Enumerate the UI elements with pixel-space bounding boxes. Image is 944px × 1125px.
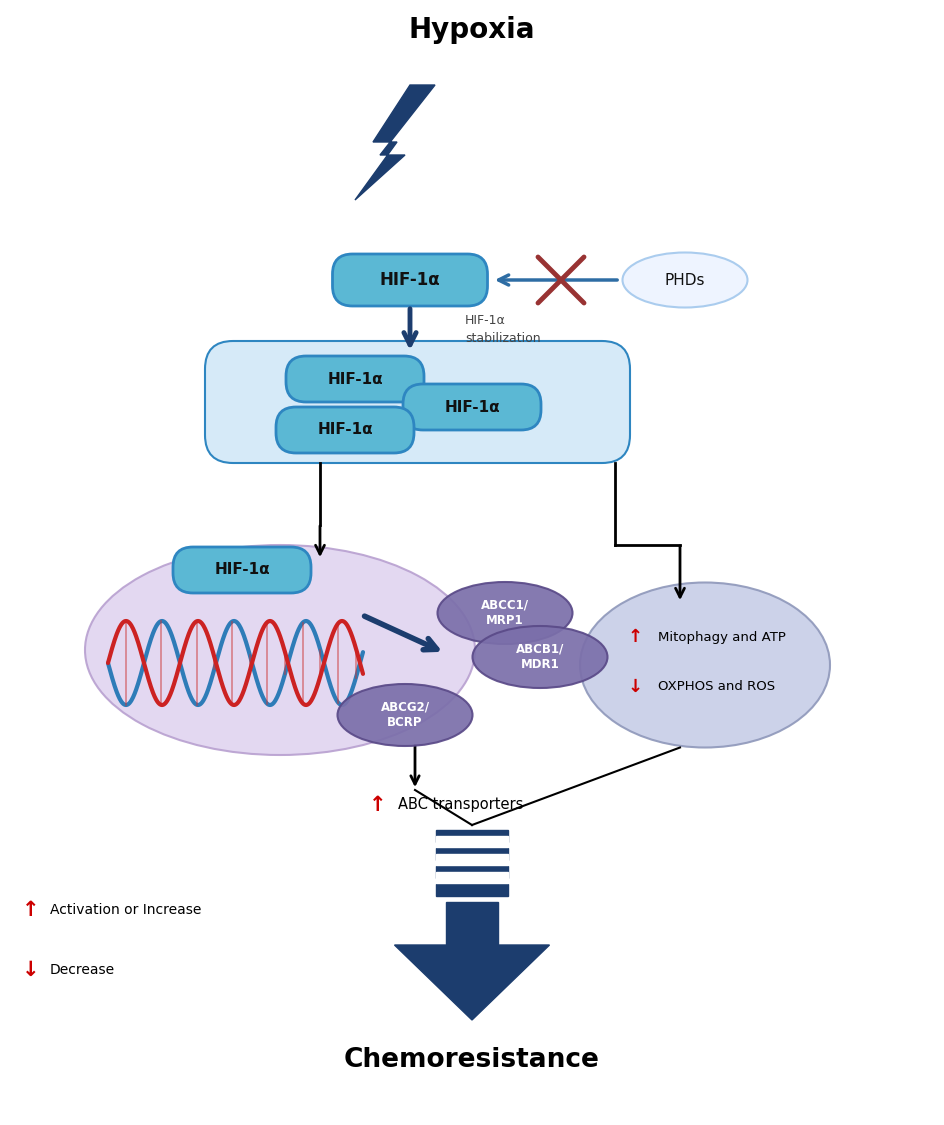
Ellipse shape <box>437 582 572 643</box>
FancyBboxPatch shape <box>276 407 413 453</box>
Polygon shape <box>446 902 497 945</box>
FancyBboxPatch shape <box>402 384 540 430</box>
Ellipse shape <box>472 626 607 688</box>
Polygon shape <box>355 86 434 200</box>
Text: HIF-1α
stabilization: HIF-1α stabilization <box>464 314 540 344</box>
Polygon shape <box>394 945 548 1020</box>
Ellipse shape <box>337 684 472 746</box>
Text: ↓: ↓ <box>22 960 40 980</box>
Ellipse shape <box>580 583 829 747</box>
Ellipse shape <box>622 252 747 307</box>
Polygon shape <box>435 854 508 865</box>
Ellipse shape <box>85 544 475 755</box>
Text: ↓: ↓ <box>627 678 642 696</box>
Text: ABCC1/
MRP1: ABCC1/ MRP1 <box>480 598 529 628</box>
Polygon shape <box>435 884 508 896</box>
Text: Mitophagy and ATP: Mitophagy and ATP <box>657 630 785 644</box>
FancyBboxPatch shape <box>173 547 311 593</box>
Polygon shape <box>435 866 508 878</box>
FancyBboxPatch shape <box>205 341 630 464</box>
Polygon shape <box>435 872 508 883</box>
Text: HIF-1α: HIF-1α <box>327 371 382 387</box>
Text: HIF-1α: HIF-1α <box>379 271 440 289</box>
Text: HIF-1α: HIF-1α <box>444 399 499 414</box>
FancyBboxPatch shape <box>286 356 424 402</box>
Polygon shape <box>435 848 508 860</box>
Polygon shape <box>435 836 508 847</box>
Text: ABC transporters: ABC transporters <box>397 798 523 812</box>
Text: Activation or Increase: Activation or Increase <box>50 903 201 917</box>
Text: ↑: ↑ <box>22 900 40 920</box>
Text: HIF-1α: HIF-1α <box>214 562 270 577</box>
Polygon shape <box>435 830 508 842</box>
Text: ↑: ↑ <box>369 795 386 814</box>
Text: HIF-1α: HIF-1α <box>317 423 373 438</box>
Text: PHDs: PHDs <box>664 272 704 288</box>
Text: ABCB1/
MDR1: ABCB1/ MDR1 <box>515 642 564 672</box>
Text: Hypoxia: Hypoxia <box>409 16 534 44</box>
Text: ↑: ↑ <box>627 628 642 646</box>
Text: Decrease: Decrease <box>50 963 115 976</box>
Text: Chemoresistance: Chemoresistance <box>344 1047 599 1073</box>
FancyBboxPatch shape <box>332 254 487 306</box>
Text: OXPHOS and ROS: OXPHOS and ROS <box>657 681 774 693</box>
Text: ABCG2/
BCRP: ABCG2/ BCRP <box>380 701 429 729</box>
